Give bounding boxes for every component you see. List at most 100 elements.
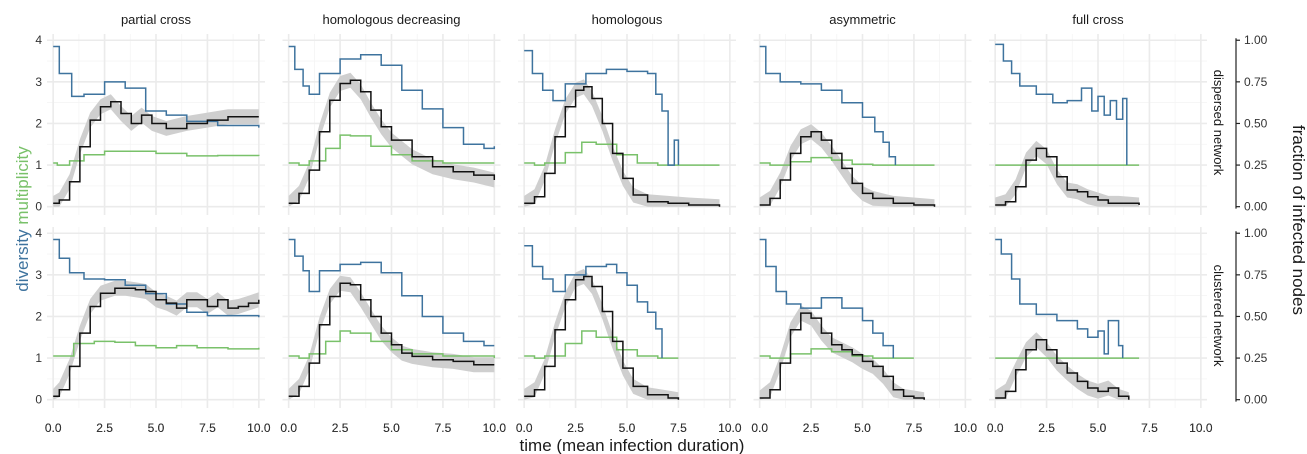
- y-left-tick-label: 4: [35, 33, 42, 47]
- row-strip-label-clustered-network: clustered network: [1211, 265, 1226, 367]
- right-axis-clustered-network: 0.00 0.25 0.50 0.75 1.00: [1235, 226, 1268, 407]
- x-tick-label: 7.5: [670, 421, 687, 435]
- infected-line: [288, 79, 496, 205]
- x-tick-label: 2.5: [567, 421, 584, 435]
- strip-label-homologous-decreasing: homologous decreasing: [322, 12, 460, 27]
- x-tick-label: 7.5: [906, 421, 923, 435]
- x-tick-label: 7.5: [670, 421, 687, 435]
- infected-band: [759, 124, 935, 207]
- y-right-tick-label: 0.75: [1244, 268, 1268, 282]
- panel-clustered-network-partial-cross: 0.0 2.5 5.0 7.5 10.0 0 1 2 3 4: [35, 226, 271, 435]
- y-left-title-part-diversity: diversity: [13, 229, 32, 292]
- infected-line: [524, 86, 721, 207]
- strip-label-homologous: homologous: [592, 12, 663, 27]
- infected-band: [53, 280, 259, 400]
- infected-line: [288, 282, 495, 398]
- x-tick-label: 0.0: [516, 421, 533, 435]
- x-tick-label: 5.0: [383, 421, 400, 435]
- x-tick-label: 0.0: [987, 421, 1004, 435]
- y-left-title-part-multiplicity: multiplicity: [13, 146, 32, 230]
- x-tick-label: 10.0: [247, 421, 271, 435]
- y-right-tick-label: 1.00: [1244, 226, 1268, 240]
- multiplicity-line: [288, 134, 495, 166]
- x-axis-title: time (mean infection duration): [520, 436, 745, 454]
- x-tick-label: 7.5: [906, 421, 923, 435]
- y-right-tick-label: 0.00: [1244, 393, 1268, 407]
- diversity-line: [288, 238, 495, 347]
- x-tick-label: 2.5: [1038, 421, 1055, 435]
- infected-band: [995, 140, 1140, 207]
- x-tick-label: 10.0: [954, 421, 978, 435]
- multiplicity-line: [53, 340, 260, 357]
- y-left-tick-label: 0: [35, 200, 42, 214]
- panel-clustered-network-homologous: 0.0 2.5 5.0 7.5 10.0: [516, 227, 742, 435]
- diversity-line: [524, 244, 663, 359]
- strips-layer: partial cross homologous decreasing homolo…: [121, 12, 1226, 367]
- multiplicity-line: [759, 348, 914, 359]
- x-tick-label: 0.0: [280, 421, 297, 435]
- y-right-tick-label: 0.25: [1244, 158, 1268, 172]
- y-right-tick-label: 0.50: [1244, 309, 1268, 323]
- x-tick-label: 5.0: [854, 421, 871, 435]
- x-tick-label: 10.0: [718, 421, 742, 435]
- x-tick-label: 0.0: [751, 421, 768, 435]
- y-left-tick-label: 0: [35, 393, 42, 407]
- y-left-tick-label: 3: [35, 268, 42, 282]
- y-left-tick-label: 4: [35, 226, 42, 240]
- diversity-line: [53, 238, 260, 318]
- infected-band: [524, 79, 720, 207]
- x-tick-label: 5.0: [148, 421, 165, 435]
- panel-clustered-network-full-cross: 0.0 2.5 5.0 7.5 10.0: [987, 227, 1213, 435]
- x-tick-label: 2.5: [1038, 421, 1055, 435]
- diversity-line: [995, 43, 1128, 166]
- right-axis-dispersed-network: 0.00 0.25 0.50 0.75 1.00: [1235, 33, 1268, 214]
- multiplicity-line: [288, 330, 496, 359]
- x-tick-label: 7.5: [435, 421, 452, 435]
- x-tick-label: 10.0: [483, 421, 507, 435]
- x-tick-label: 7.5: [435, 421, 452, 435]
- panel-dispersed-network-full-cross: 0.0 2.5 5.0 7.5 10.0: [987, 34, 1213, 435]
- multiplicity-line: [524, 330, 679, 359]
- grid: [518, 227, 736, 408]
- multiplicity-line: [524, 141, 720, 166]
- y-left-tick-label: 2: [35, 309, 42, 323]
- infected-line: [995, 147, 1140, 206]
- x-tick-label: 7.5: [1141, 421, 1158, 435]
- x-tick-label: 5.0: [1090, 421, 1107, 435]
- row-strip-label-dispersed-network: dispersed network: [1211, 70, 1226, 176]
- x-tick-label: 10.0: [483, 421, 507, 435]
- multiplicity-line: [53, 150, 260, 166]
- panel-clustered-network-homologous-decreasing: 0.0 2.5 5.0 7.5 10.0: [280, 227, 506, 435]
- x-tick-label: 10.0: [954, 421, 978, 435]
- y-right-tick-label: 0.00: [1244, 200, 1268, 214]
- x-tick-label: 2.5: [96, 421, 113, 435]
- x-tick-label: 2.5: [803, 421, 820, 435]
- x-tick-label: 0.0: [516, 421, 533, 435]
- x-tick-label: 10.0: [718, 421, 742, 435]
- panel-dispersed-network-homologous-decreasing: 0.0 2.5 5.0 7.5 10.0: [280, 34, 506, 435]
- x-tick-label: 0.0: [45, 421, 62, 435]
- y-left-tick-label: 1: [35, 158, 42, 172]
- strip-label-partial-cross: partial cross: [121, 12, 192, 27]
- x-tick-label: 2.5: [96, 421, 113, 435]
- x-tick-label: 7.5: [199, 421, 216, 435]
- infected-line: [995, 339, 1130, 400]
- y-left-axis-title: diversity multiplicity: [13, 146, 32, 292]
- y-left-tick-label: 3: [35, 75, 42, 89]
- x-tick-label: 5.0: [148, 421, 165, 435]
- x-tick-label: 7.5: [199, 421, 216, 435]
- strip-label-full-cross: full cross: [1072, 12, 1124, 27]
- x-tick-label: 5.0: [383, 421, 400, 435]
- infected-band: [524, 269, 679, 400]
- infected-line: [759, 131, 936, 207]
- x-tick-label: 2.5: [567, 421, 584, 435]
- x-tick-label: 7.5: [1141, 421, 1158, 435]
- grid: [282, 227, 501, 408]
- x-tick-label: 2.5: [803, 421, 820, 435]
- multiplicity-line: [759, 156, 935, 166]
- y-left-tick-label: 2: [35, 116, 42, 130]
- x-tick-label: 10.0: [1189, 421, 1213, 435]
- x-tick-label: 10.0: [247, 421, 271, 435]
- panel-dispersed-network-homologous: 0.0 2.5 5.0 7.5 10.0: [516, 34, 742, 435]
